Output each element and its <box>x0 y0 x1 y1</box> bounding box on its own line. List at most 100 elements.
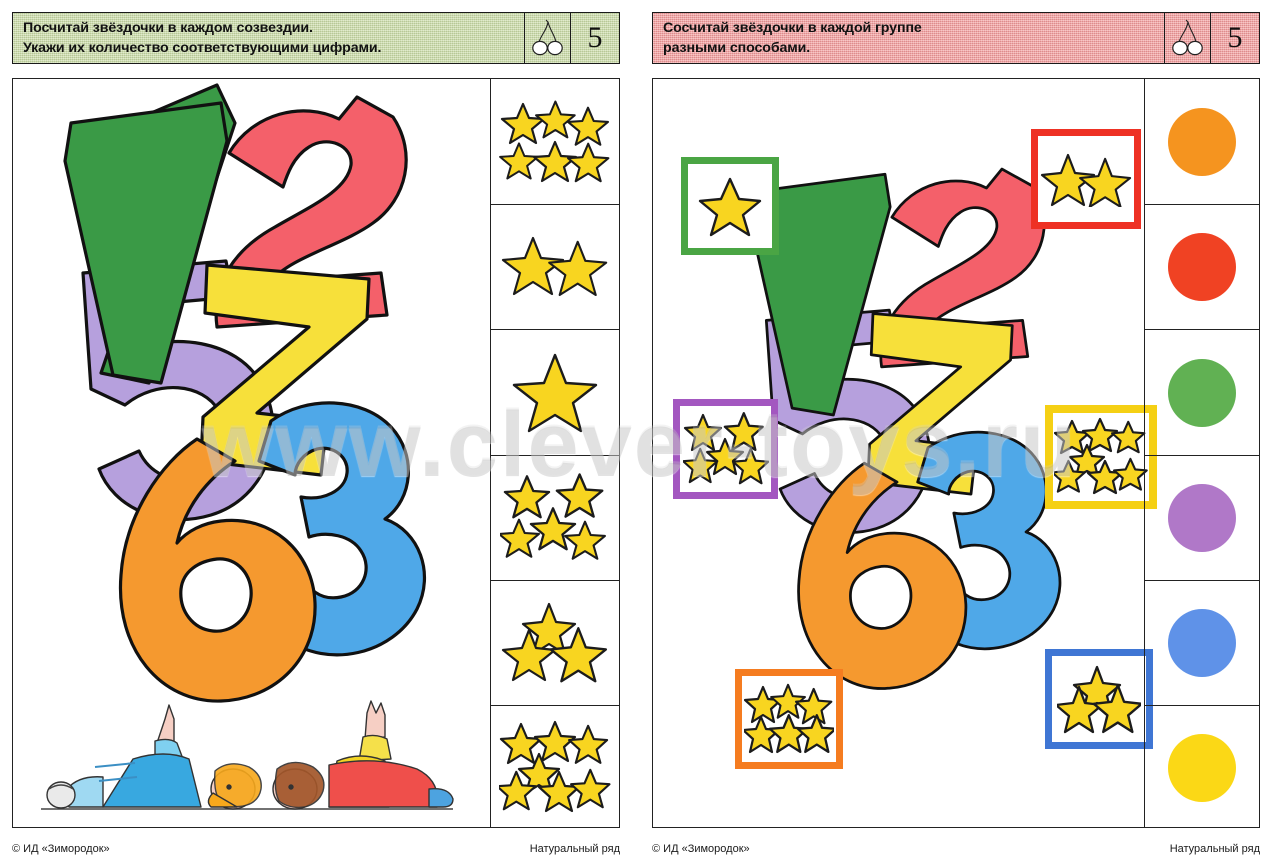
digit-6-orange <box>118 437 317 703</box>
answer-cell[interactable] <box>491 79 619 204</box>
star-group-1 <box>491 330 619 455</box>
digit-7-green-body <box>63 101 229 385</box>
left-page-header: Посчитай звёздочки в каждом созвездии. У… <box>12 12 620 64</box>
star-group-box-red[interactable] <box>1031 129 1141 229</box>
answer-cell[interactable] <box>1145 580 1259 705</box>
stars-svg <box>1040 153 1132 207</box>
star-group-6 <box>742 676 836 762</box>
left-header-line2: Укажи их количество соответствующими циф… <box>23 40 382 56</box>
star-icon <box>529 507 577 551</box>
answer-cell[interactable] <box>491 705 619 827</box>
star-icon <box>503 475 551 519</box>
star-icon <box>501 628 557 682</box>
answer-cell[interactable] <box>491 329 619 455</box>
color-swatch <box>1168 233 1236 301</box>
star-group-box-yellow[interactable] <box>1045 405 1157 509</box>
numbers-illustration <box>21 83 441 783</box>
copyright-text: © ИД «Зимородок» <box>652 843 750 855</box>
star-icon <box>682 447 718 484</box>
right-header-text: Сосчитай звёздочки в каждой группе разны… <box>653 13 1165 63</box>
star-icon <box>499 770 537 810</box>
digit-7-yellow <box>866 312 1014 496</box>
left-page: Посчитай звёздочки в каждом созвездии. У… <box>12 12 620 855</box>
star-icon <box>1040 153 1096 207</box>
left-header-line1: Посчитай звёздочки в каждом созвездии. <box>23 19 313 36</box>
answer-cell[interactable] <box>491 580 619 705</box>
star-icon <box>532 140 578 182</box>
star-icon <box>744 685 783 724</box>
stars-svg <box>500 473 606 560</box>
star-group-box-green[interactable] <box>681 157 779 255</box>
stars-svg <box>501 236 608 297</box>
right-page-frame <box>652 78 1260 828</box>
left-header-number: 5 <box>587 21 603 54</box>
star-icon <box>521 602 577 656</box>
star-group-box-purple[interactable] <box>673 399 778 499</box>
answer-cell[interactable] <box>1145 705 1259 827</box>
answer-cell[interactable] <box>491 455 619 580</box>
star-icon <box>555 473 604 518</box>
left-answer-column <box>490 79 619 827</box>
star-icon <box>500 102 546 144</box>
star-group-7 <box>491 706 619 827</box>
star-icon <box>533 720 577 762</box>
color-swatch <box>1168 107 1236 176</box>
color-swatch <box>1168 484 1236 552</box>
numbers-svg <box>749 167 1062 690</box>
star-icon <box>770 683 806 719</box>
star-icon <box>499 141 539 179</box>
red-circle <box>1145 205 1259 329</box>
left-page-footer: © ИД «Зимородок» Натуральный ряд <box>12 843 620 855</box>
answer-cell[interactable] <box>1145 455 1259 580</box>
star-group-box-orange[interactable] <box>735 669 843 769</box>
color-swatch <box>1168 609 1236 677</box>
star-icon <box>548 240 608 297</box>
stars-svg <box>501 602 608 683</box>
star-group-box-blue[interactable] <box>1045 649 1153 749</box>
right-page: Сосчитай звёздочки в каждой группе разны… <box>640 0 1280 865</box>
star-icon <box>1081 417 1119 453</box>
star-icon <box>568 724 609 764</box>
stars-svg <box>744 683 834 754</box>
right-header-number: 5 <box>1227 21 1243 54</box>
star-group-1 <box>688 164 772 248</box>
star-icon <box>517 752 561 794</box>
star-icon <box>723 411 764 452</box>
star-group-5 <box>491 456 619 580</box>
right-header-line1: Сосчитай звёздочки в каждой группе <box>663 19 922 36</box>
star-icon <box>567 106 609 146</box>
answer-cell[interactable] <box>491 204 619 329</box>
star-icon <box>1111 420 1146 454</box>
star-icon <box>499 722 543 764</box>
star-icon <box>549 627 608 683</box>
digit-7-yellow <box>199 263 371 477</box>
star-group-7 <box>1053 413 1149 501</box>
star-icon <box>731 447 769 485</box>
yellow-circle <box>1145 706 1259 827</box>
star-group-3 <box>1052 656 1146 742</box>
stars-svg <box>1057 665 1141 734</box>
answer-cell[interactable] <box>1145 329 1259 455</box>
star-icon <box>698 177 762 237</box>
star-icon <box>564 520 606 560</box>
stars-svg <box>682 411 769 485</box>
star-icon <box>1092 683 1141 734</box>
green-circle <box>1145 330 1259 455</box>
blue-circle <box>1145 581 1259 705</box>
star-icon <box>570 768 611 808</box>
answer-cell[interactable] <box>1145 79 1259 204</box>
star-icon <box>1113 457 1148 491</box>
right-header-line2: разными способами. <box>663 40 811 56</box>
star-icon <box>1068 443 1106 479</box>
numbers-illustration <box>713 157 1074 759</box>
star-icon <box>683 413 722 452</box>
star-icon <box>566 142 610 182</box>
stars-svg <box>499 720 611 812</box>
star-group-6 <box>491 79 619 204</box>
cherries-glyph <box>1171 19 1203 56</box>
star-icon <box>794 687 833 725</box>
answer-cell[interactable] <box>1145 204 1259 329</box>
star-group-2 <box>1038 136 1134 222</box>
star-icon <box>1054 419 1091 455</box>
star-icon <box>500 518 540 558</box>
